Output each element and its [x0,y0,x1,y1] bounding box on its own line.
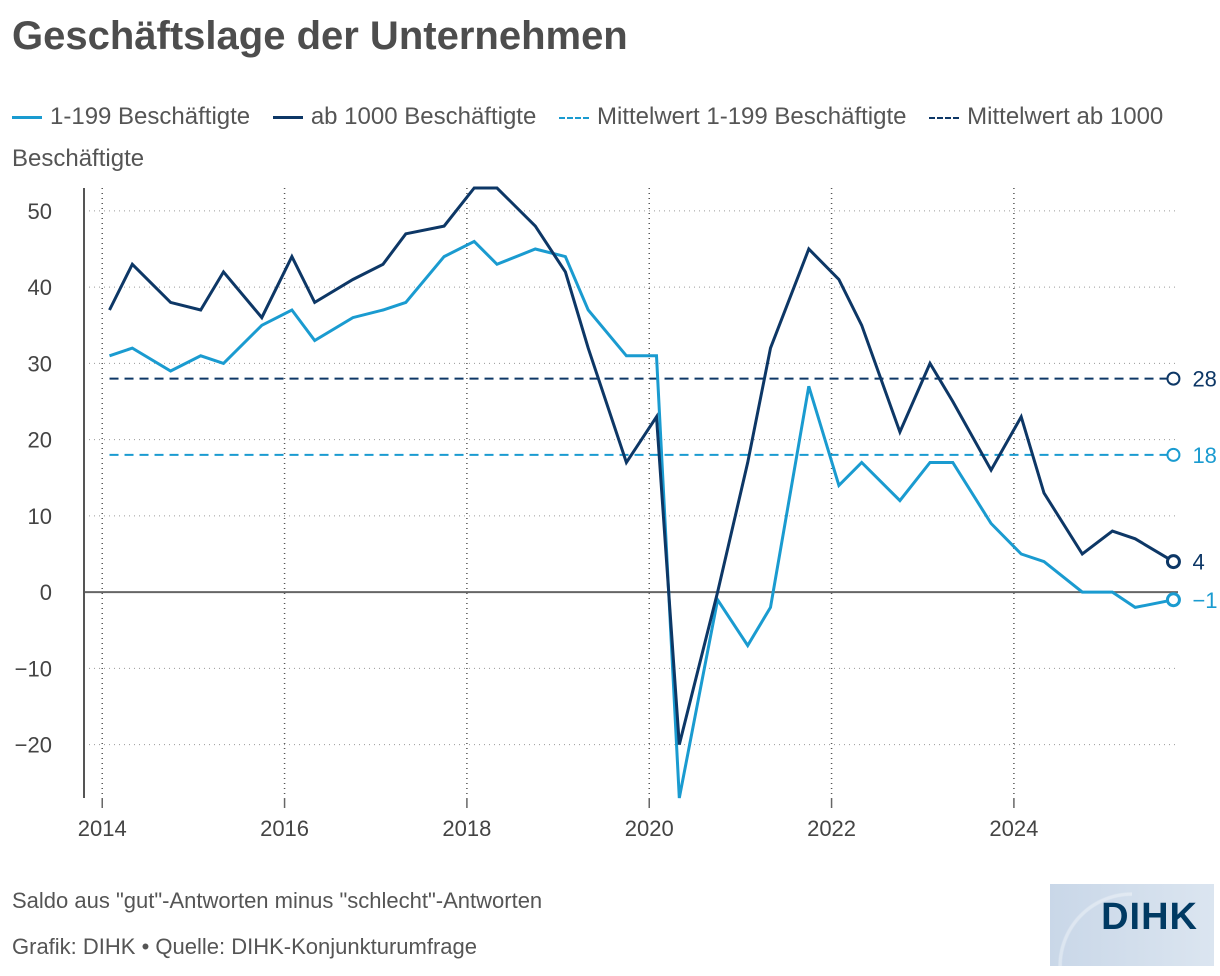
chart-title: Geschäftslage der Unternehmen [12,14,628,58]
series-end-label: −1 [1192,588,1217,613]
legend-swatch-mean-large [929,116,960,119]
line-chart: 50 40 30 20 10 0 −10 −20 2014 2016 2018 2020 2022 202… [15,186,1218,841]
legend-item-small: 1-199 Beschäftigte [12,103,257,130]
legend-swatch-small [12,116,42,120]
y-tick-label: 30 [28,351,52,376]
footer-note: Saldo aus "gut"-Antworten minus "schlech… [12,888,543,913]
mean-end-label: 18 [1192,443,1216,468]
y-tick-label: 50 [28,199,52,224]
legend-label-small: 1-199 Beschäftigte [50,103,251,130]
x-tick-label: 2022 [807,816,856,841]
mean-end-marker [1166,447,1181,462]
series-line [108,186,1175,745]
y-tick-label: 0 [40,580,52,605]
logo-text: DIHK [1101,896,1198,938]
series-line [109,239,1174,799]
x-tick-label: 2018 [442,816,491,841]
series-end-marker [1165,592,1181,608]
legend: 1-199 Beschäftigte ab 1000 Beschäftigte … [12,96,1202,180]
dihk-logo: DIHK [1050,884,1214,966]
legend-swatch-large [272,116,303,120]
y-tick-label: −20 [15,733,52,758]
x-tick-label: 2016 [260,816,309,841]
logo-background [1050,884,1214,966]
legend-item-large: ab 1000 Beschäftigte [272,103,543,130]
legend-item-mean-large: Mittelwert ab 1000 Beschäftigte [12,103,1163,172]
legend-label-large: ab 1000 Beschäftigte [310,103,537,130]
mean-end-label: 28 [1192,367,1216,392]
y-tick-label: 10 [28,504,52,529]
footer-source: Grafik: DIHK • Quelle: DIHK-Konjunkturum… [12,934,477,959]
y-tick-label: −10 [15,656,52,681]
legend-label-mean-small: Mittelwert 1-199 Beschäftigte [597,103,907,130]
x-tick-label: 2024 [989,816,1038,841]
y-tick-label: 40 [28,275,52,300]
logo-swoosh [1050,884,1132,966]
x-tick-label: 2014 [78,816,127,841]
legend-item-mean-small: Mittelwert 1-199 Beschäftigte [559,103,913,130]
legend-label-mean-large: Mittelwert ab 1000 Beschäftigte [12,103,1164,172]
x-tick-label: 2020 [625,816,674,841]
mean-end-marker [1166,371,1181,386]
series-end-marker [1165,554,1181,570]
legend-swatch-mean-small [559,116,589,119]
y-tick-label: 20 [28,428,52,453]
series-end-label: 4 [1192,550,1204,575]
